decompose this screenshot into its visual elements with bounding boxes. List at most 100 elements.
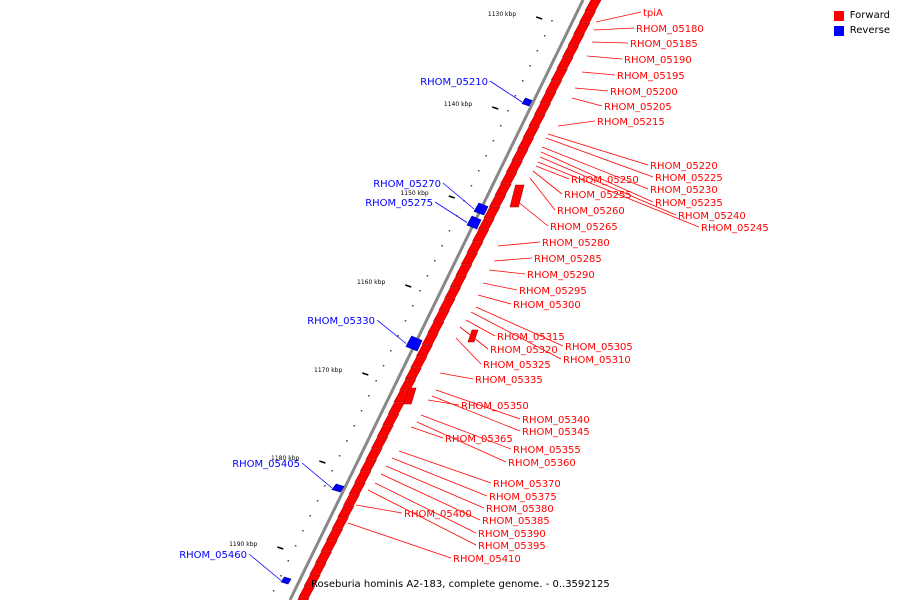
forward-gene-block xyxy=(500,172,518,184)
forward-label-leader xyxy=(380,473,481,521)
forward-gene-label: RHOM_05250 xyxy=(571,175,639,186)
forward-label-leader xyxy=(511,196,549,227)
tick-label: 1180 kbp xyxy=(271,455,299,462)
forward-label-leader xyxy=(541,146,649,190)
forward-label-leader xyxy=(537,161,700,228)
forward-gene-label: RHOM_05290 xyxy=(527,270,595,281)
forward-gene-label: RHOM_05380 xyxy=(486,504,554,515)
forward-gene-block xyxy=(533,103,551,115)
forward-label-leader xyxy=(427,399,460,406)
reverse-swatch xyxy=(833,25,844,36)
forward-gene-label: RHOM_05395 xyxy=(478,541,546,552)
forward-gene-label: RHOM_05390 xyxy=(478,529,546,540)
axis-dot xyxy=(477,170,480,172)
forward-gene-label: RHOM_05340 xyxy=(522,415,590,426)
forward-label-leader xyxy=(574,87,609,92)
axis-dot xyxy=(485,155,487,157)
forward-gene-label: RHOM_05265 xyxy=(550,222,618,233)
tick-mark xyxy=(319,460,326,464)
reverse-label-leader xyxy=(442,182,475,210)
axis-dot xyxy=(353,425,355,427)
tick-mark xyxy=(491,106,499,110)
forward-label-leader xyxy=(557,120,596,127)
forward-label-leader xyxy=(435,389,521,420)
forward-gene-block xyxy=(365,448,383,460)
axis-dot xyxy=(302,530,304,532)
forward-gene-label: RHOM_05400 xyxy=(404,509,472,520)
forward-label-leader xyxy=(347,522,452,559)
forward-gene-block xyxy=(509,184,525,208)
axis-dot xyxy=(309,515,312,517)
forward-label-leader xyxy=(459,326,489,350)
reverse-label-leader xyxy=(301,462,333,489)
axis-dot xyxy=(287,560,290,562)
forward-label-leader xyxy=(416,421,507,463)
axis-dot xyxy=(294,545,297,547)
forward-gene-block xyxy=(584,0,602,12)
legend-label-forward: Forward xyxy=(849,10,890,21)
forward-gene-label: RHOM_05370 xyxy=(493,479,561,490)
forward-gene-block xyxy=(517,137,535,150)
forward-label-leader xyxy=(571,97,603,107)
axis-dot xyxy=(338,455,341,457)
axis-dot xyxy=(360,410,363,412)
forward-gene-label: RHOM_05280 xyxy=(542,238,610,249)
genome-caption: Roseburia hominis A2-183, complete genom… xyxy=(311,579,610,590)
forward-gene-block xyxy=(393,390,411,403)
forward-gene-label: RHOM_05190 xyxy=(624,55,692,66)
forward-gene-label: RHOM_05285 xyxy=(534,254,602,265)
reverse-gene-label: RHOM_05210 xyxy=(420,77,488,88)
forward-gene-block xyxy=(376,425,394,437)
forward-gene-label: RHOM_05180 xyxy=(636,24,704,35)
axis-dot xyxy=(346,440,348,442)
forward-label-leader xyxy=(374,482,477,534)
forward-label-leader xyxy=(482,282,518,291)
axis-dot xyxy=(529,65,531,67)
axis-dot xyxy=(331,470,333,472)
forward-gene-label: RHOM_05355 xyxy=(513,445,581,456)
forward-label-leader xyxy=(385,465,485,509)
forward-gene-label: RHOM_05225 xyxy=(655,173,723,184)
forward-gene-label: RHOM_05305 xyxy=(565,342,633,353)
reverse-gene-block xyxy=(466,215,482,230)
forward-label-leader xyxy=(470,311,562,360)
forward-gene-label: tpiA xyxy=(643,8,663,19)
forward-gene-block xyxy=(466,241,484,253)
forward-gene-block xyxy=(403,387,417,405)
axis-dot xyxy=(375,380,377,382)
forward-gene-block xyxy=(562,45,580,58)
forward-label-leader xyxy=(493,257,533,262)
forward-gene-label: RHOM_05335 xyxy=(475,375,543,386)
forward-label-leader xyxy=(477,294,512,305)
forward-label-leader xyxy=(398,450,492,484)
axis-dot xyxy=(551,20,553,22)
forward-gene-block xyxy=(382,413,400,426)
forward-gene-label: RHOM_05365 xyxy=(445,434,513,445)
forward-gene-block xyxy=(449,275,467,288)
forward-label-leader xyxy=(455,337,482,365)
forward-gene-label: RHOM_05295 xyxy=(519,286,587,297)
forward-label-leader xyxy=(420,414,512,450)
genome-axis xyxy=(288,0,585,600)
axis-dot xyxy=(499,125,502,127)
forward-gene-block xyxy=(326,528,344,541)
forward-gene-block xyxy=(505,160,523,173)
legend: Forward Reverse xyxy=(833,8,890,38)
axis-dot xyxy=(404,320,407,322)
legend-label-reverse: Reverse xyxy=(849,25,890,36)
forward-label-leader xyxy=(591,41,629,44)
axis-dot xyxy=(448,230,451,232)
reverse-label-leader xyxy=(248,553,282,581)
forward-gene-block xyxy=(444,287,462,299)
forward-gene-block xyxy=(303,574,321,587)
forward-gene-label: RHOM_05205 xyxy=(604,102,672,113)
forward-gene-label: RHOM_05240 xyxy=(678,211,746,222)
forward-gene-block xyxy=(556,57,574,69)
forward-gene-label: RHOM_05375 xyxy=(489,492,557,503)
forward-gene-label: RHOM_05360 xyxy=(508,458,576,469)
forward-gene-label: RHOM_05350 xyxy=(461,401,529,412)
forward-label-leader xyxy=(535,165,570,180)
forward-gene-label: RHOM_05320 xyxy=(490,345,558,356)
forward-gene-block xyxy=(348,482,366,495)
